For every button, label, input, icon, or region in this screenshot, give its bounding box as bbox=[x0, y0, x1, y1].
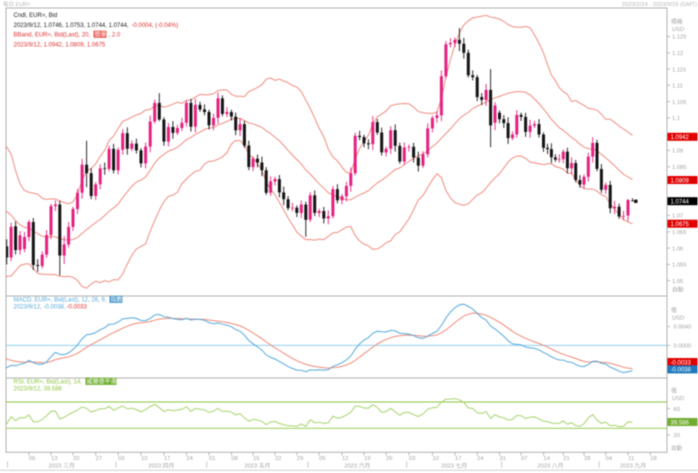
svg-text:-0.0033: -0.0033 bbox=[67, 305, 88, 311]
svg-text:1.0942: 1.0942 bbox=[671, 135, 690, 141]
svg-text:1.105: 1.105 bbox=[672, 100, 687, 106]
svg-text:Cndl, EUR=, Bid: Cndl, EUR=, Bid bbox=[14, 13, 58, 19]
svg-text:1.09: 1.09 bbox=[672, 149, 683, 155]
svg-text:2023 五月: 2023 五月 bbox=[244, 462, 270, 469]
svg-text:19: 19 bbox=[364, 456, 370, 462]
svg-text:1.06: 1.06 bbox=[672, 246, 683, 252]
svg-text:2023/2/24 - 2023/9/15 (GMT): 2023/2/24 - 2023/9/15 (GMT) bbox=[622, 2, 697, 8]
svg-text:1.0675: 1.0675 bbox=[671, 222, 690, 228]
svg-text:價格: 價格 bbox=[671, 18, 683, 26]
svg-text:15: 15 bbox=[253, 456, 259, 462]
svg-text:31: 31 bbox=[499, 456, 505, 462]
svg-text:24: 24 bbox=[186, 456, 193, 462]
svg-text:1.12: 1.12 bbox=[672, 51, 683, 57]
svg-text:1.11: 1.11 bbox=[672, 84, 683, 90]
svg-text:10: 10 bbox=[141, 456, 147, 462]
svg-text:BBand, EUR=, Bid(Last), 20,: BBand, EUR=, Bid(Last), 20, bbox=[14, 33, 91, 39]
svg-text:04: 04 bbox=[606, 456, 613, 462]
svg-text:28: 28 bbox=[584, 456, 590, 462]
svg-text:值: 值 bbox=[671, 387, 677, 395]
svg-text:07: 07 bbox=[521, 456, 527, 462]
svg-text:05: 05 bbox=[319, 456, 325, 462]
svg-text:20: 20 bbox=[73, 456, 79, 462]
svg-text:17: 17 bbox=[455, 456, 461, 462]
svg-text:1.065: 1.065 bbox=[672, 230, 687, 236]
svg-text:1.125: 1.125 bbox=[672, 35, 687, 41]
svg-text:1.0809: 1.0809 bbox=[671, 178, 690, 184]
svg-text:22: 22 bbox=[275, 456, 281, 462]
svg-text:USD: USD bbox=[672, 316, 684, 322]
svg-text:-0.0033: -0.0033 bbox=[671, 360, 692, 366]
svg-text:2023/9/12, -0.0038,: 2023/9/12, -0.0038, bbox=[14, 305, 66, 311]
svg-text:2023/9/12, 1.0746, 1.0753, 1.0: 2023/9/12, 1.0746, 1.0753, 1.0744, 1.074… bbox=[14, 23, 129, 29]
svg-text:每日 EUR=: 每日 EUR= bbox=[3, 0, 30, 8]
svg-text:39.586: 39.586 bbox=[671, 420, 690, 426]
svg-text:24: 24 bbox=[477, 456, 484, 462]
svg-text:1.115: 1.115 bbox=[672, 67, 686, 73]
svg-text:08: 08 bbox=[231, 456, 237, 462]
svg-text:0.0000: 0.0000 bbox=[674, 344, 692, 350]
svg-text:1.055: 1.055 bbox=[672, 263, 687, 269]
svg-text:01: 01 bbox=[209, 456, 215, 462]
svg-text:29: 29 bbox=[297, 456, 303, 462]
svg-text:60: 60 bbox=[674, 407, 680, 413]
svg-text:2023/9/12, 39.586: 2023/9/12, 39.586 bbox=[14, 387, 63, 393]
svg-text:威爾德平滑: 威爾德平滑 bbox=[87, 378, 117, 386]
svg-text:值: 值 bbox=[671, 306, 677, 314]
svg-text:自動: 自動 bbox=[671, 444, 683, 452]
svg-text:1.07: 1.07 bbox=[672, 214, 683, 220]
svg-text:11: 11 bbox=[628, 456, 634, 462]
svg-text:1.085: 1.085 bbox=[672, 165, 687, 171]
svg-text:指數: 指數 bbox=[111, 296, 123, 304]
svg-text:26: 26 bbox=[386, 456, 392, 462]
svg-text:1.1: 1.1 bbox=[672, 116, 680, 122]
svg-text:RSI, EUR=, Bid(Last), 14,: RSI, EUR=, Bid(Last), 14, bbox=[14, 380, 83, 386]
svg-text:14: 14 bbox=[543, 456, 550, 462]
svg-text:MACD, EUR=, Bid(Last), 12, 26: MACD, EUR=, Bid(Last), 12, 26, 9, bbox=[14, 298, 107, 304]
svg-text:03: 03 bbox=[409, 456, 415, 462]
svg-text:1.0744: 1.0744 bbox=[671, 200, 690, 206]
svg-text:-0.0004, (-0.04%): -0.0004, (-0.04%) bbox=[132, 23, 179, 29]
svg-text:18: 18 bbox=[650, 456, 656, 462]
svg-text:0.0040: 0.0040 bbox=[674, 325, 692, 331]
svg-text:2023 三月: 2023 三月 bbox=[49, 462, 75, 469]
svg-text:2023 九月: 2023 九月 bbox=[620, 461, 646, 469]
svg-text:2023 六月: 2023 六月 bbox=[344, 461, 370, 469]
svg-text:2023 七月: 2023 七月 bbox=[441, 461, 467, 469]
svg-text:12: 12 bbox=[342, 456, 348, 462]
svg-text:1.05: 1.05 bbox=[672, 279, 683, 285]
svg-text:13: 13 bbox=[51, 456, 57, 462]
svg-text:17: 17 bbox=[164, 456, 170, 462]
svg-text:21: 21 bbox=[563, 456, 569, 462]
svg-text:-0.0038: -0.0038 bbox=[671, 368, 692, 374]
svg-text:2023 八月: 2023 八月 bbox=[537, 462, 563, 469]
svg-text:簡單: 簡單 bbox=[95, 31, 107, 39]
svg-text:20: 20 bbox=[674, 433, 680, 439]
svg-text:06: 06 bbox=[29, 456, 35, 462]
svg-text:2023 四月: 2023 四月 bbox=[148, 462, 174, 469]
svg-text:10: 10 bbox=[432, 456, 438, 462]
svg-text:03: 03 bbox=[118, 456, 124, 462]
svg-text:2023/9/12, 1.0942, 1.0809, 1.0: 2023/9/12, 1.0942, 1.0809, 1.0675 bbox=[14, 42, 106, 48]
svg-text:自動: 自動 bbox=[672, 286, 684, 294]
svg-text:, 2.0: , 2.0 bbox=[109, 33, 121, 39]
svg-text:27: 27 bbox=[96, 456, 102, 462]
svg-text:USD: USD bbox=[672, 27, 684, 33]
svg-text:USD: USD bbox=[672, 396, 684, 402]
